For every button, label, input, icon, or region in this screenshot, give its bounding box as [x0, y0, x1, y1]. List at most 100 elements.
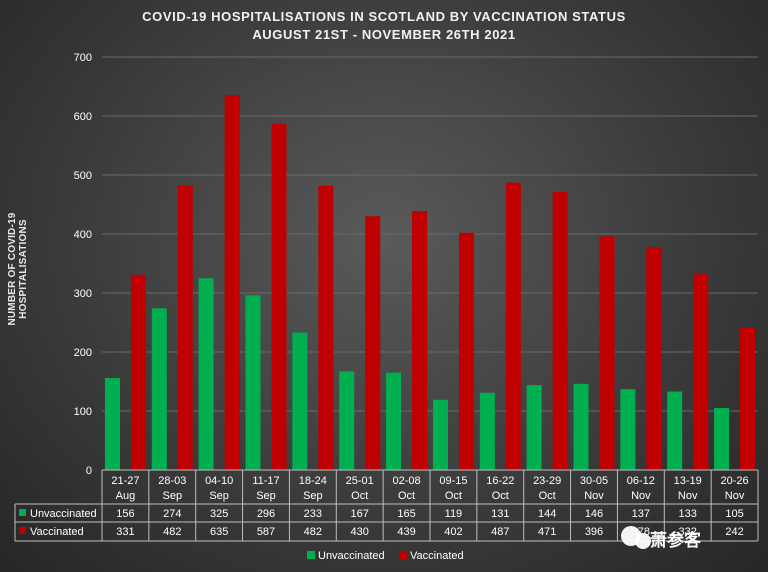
bar-vaccinated — [412, 210, 428, 471]
bar-vaccinated — [552, 192, 568, 471]
legend-key-vaccinated — [19, 527, 26, 534]
x-tick-label: Oct — [492, 490, 509, 502]
bar-vaccinated — [224, 95, 240, 470]
bar-unvaccinated — [667, 391, 683, 470]
y-tick-label: 100 — [74, 406, 92, 418]
bar-vaccinated — [318, 185, 334, 470]
legend-swatch-vaccinated — [399, 551, 407, 559]
data-label: 587 — [257, 526, 275, 538]
x-tick-label: 18-24 — [299, 475, 327, 487]
legend-label: Unvaccinated — [318, 550, 385, 562]
x-tick-label: 13-19 — [674, 475, 702, 487]
table-series-label: Unvaccinated — [30, 508, 97, 520]
x-tick-label: 20-26 — [721, 475, 749, 487]
data-label: 131 — [491, 508, 509, 520]
data-label: 167 — [351, 508, 369, 520]
bar-vaccinated — [646, 246, 662, 470]
x-tick-label: Oct — [445, 490, 462, 502]
bar-vaccinated — [693, 274, 709, 470]
bar-vaccinated — [130, 274, 146, 470]
x-tick-label: Oct — [398, 490, 415, 502]
bar-vaccinated — [505, 182, 521, 471]
x-tick-label: Oct — [351, 490, 368, 502]
bar-unvaccinated — [432, 399, 448, 470]
x-tick-label: 23-29 — [533, 475, 561, 487]
x-tick-label: Sep — [162, 490, 182, 502]
data-label: 296 — [257, 508, 275, 520]
x-tick-label: Nov — [584, 490, 604, 502]
bar-unvaccinated — [245, 295, 261, 470]
x-tick-label: 02-08 — [393, 475, 421, 487]
bar-unvaccinated — [292, 332, 308, 470]
legend-label: Vaccinated — [410, 550, 464, 562]
y-tick-label: 200 — [74, 347, 92, 359]
y-tick-label: 300 — [74, 288, 92, 300]
x-tick-label: Nov — [678, 490, 698, 502]
bar-vaccinated — [740, 327, 756, 470]
data-label: 274 — [163, 508, 181, 520]
chart-subtitle: AUGUST 21ST - NOVEMBER 26TH 2021 — [252, 27, 516, 42]
data-label: 331 — [116, 526, 134, 538]
bar-unvaccinated — [620, 389, 636, 470]
x-tick-label: Sep — [303, 490, 323, 502]
watermark: 萧参客 — [650, 531, 701, 550]
data-label: 471 — [538, 526, 556, 538]
wechat-icon — [635, 533, 651, 549]
bar-unvaccinated — [198, 278, 214, 470]
bar-unvaccinated — [526, 385, 542, 470]
x-tick-label: 11-17 — [252, 475, 279, 487]
x-tick-label: 06-12 — [627, 475, 655, 487]
bar-vaccinated — [599, 236, 615, 470]
data-label: 146 — [585, 508, 603, 520]
x-tick-label: 04-10 — [205, 475, 233, 487]
y-tick-label: 600 — [74, 111, 92, 123]
bar-unvaccinated — [386, 372, 402, 470]
data-label: 487 — [491, 526, 509, 538]
data-label: 482 — [163, 526, 181, 538]
x-tick-label: Nov — [631, 490, 651, 502]
data-label: 165 — [397, 508, 415, 520]
data-label: 233 — [304, 508, 322, 520]
data-label: 332 — [679, 526, 697, 538]
table-series-label: Vaccinated — [30, 526, 84, 538]
data-label: 144 — [538, 508, 556, 520]
y-tick-label: 700 — [74, 52, 92, 64]
chart-title: COVID-19 HOSPITALISATIONS IN SCOTLAND BY… — [142, 9, 626, 24]
x-tick-label: Sep — [256, 490, 276, 502]
x-tick-label: Nov — [725, 490, 745, 502]
bar-unvaccinated — [714, 408, 730, 470]
data-label: 402 — [444, 526, 462, 538]
data-label: 396 — [585, 526, 603, 538]
data-label: 156 — [116, 508, 134, 520]
bar-vaccinated — [177, 185, 193, 470]
x-tick-label: Sep — [209, 490, 229, 502]
x-tick-label: 30-05 — [580, 475, 608, 487]
x-tick-label: 28-03 — [158, 475, 186, 487]
bar-unvaccinated — [573, 383, 589, 470]
bar-unvaccinated — [339, 371, 355, 470]
data-label: 439 — [397, 526, 415, 538]
data-label: 430 — [351, 526, 369, 538]
data-label: 119 — [445, 508, 463, 520]
data-label: 635 — [210, 526, 228, 538]
legend-key-unvaccinated — [19, 509, 26, 516]
x-tick-label: 16-22 — [486, 475, 514, 487]
bar-unvaccinated — [479, 392, 495, 470]
data-label: 137 — [632, 508, 650, 520]
x-tick-label: 21-27 — [111, 475, 139, 487]
y-tick-label: 500 — [74, 170, 92, 182]
y-tick-label: 0 — [86, 465, 92, 477]
data-label: 133 — [679, 508, 697, 520]
bar-vaccinated — [365, 216, 381, 470]
data-label: 482 — [304, 526, 322, 538]
x-tick-label: 25-01 — [346, 475, 374, 487]
data-label: 105 — [725, 508, 743, 520]
y-tick-label: 400 — [74, 229, 92, 241]
data-label: 242 — [725, 526, 743, 538]
bar-unvaccinated — [104, 377, 120, 470]
x-tick-label: Aug — [116, 490, 136, 502]
bar-vaccinated — [458, 232, 474, 470]
x-tick-label: 09-15 — [439, 475, 467, 487]
x-tick-label: Oct — [539, 490, 556, 502]
